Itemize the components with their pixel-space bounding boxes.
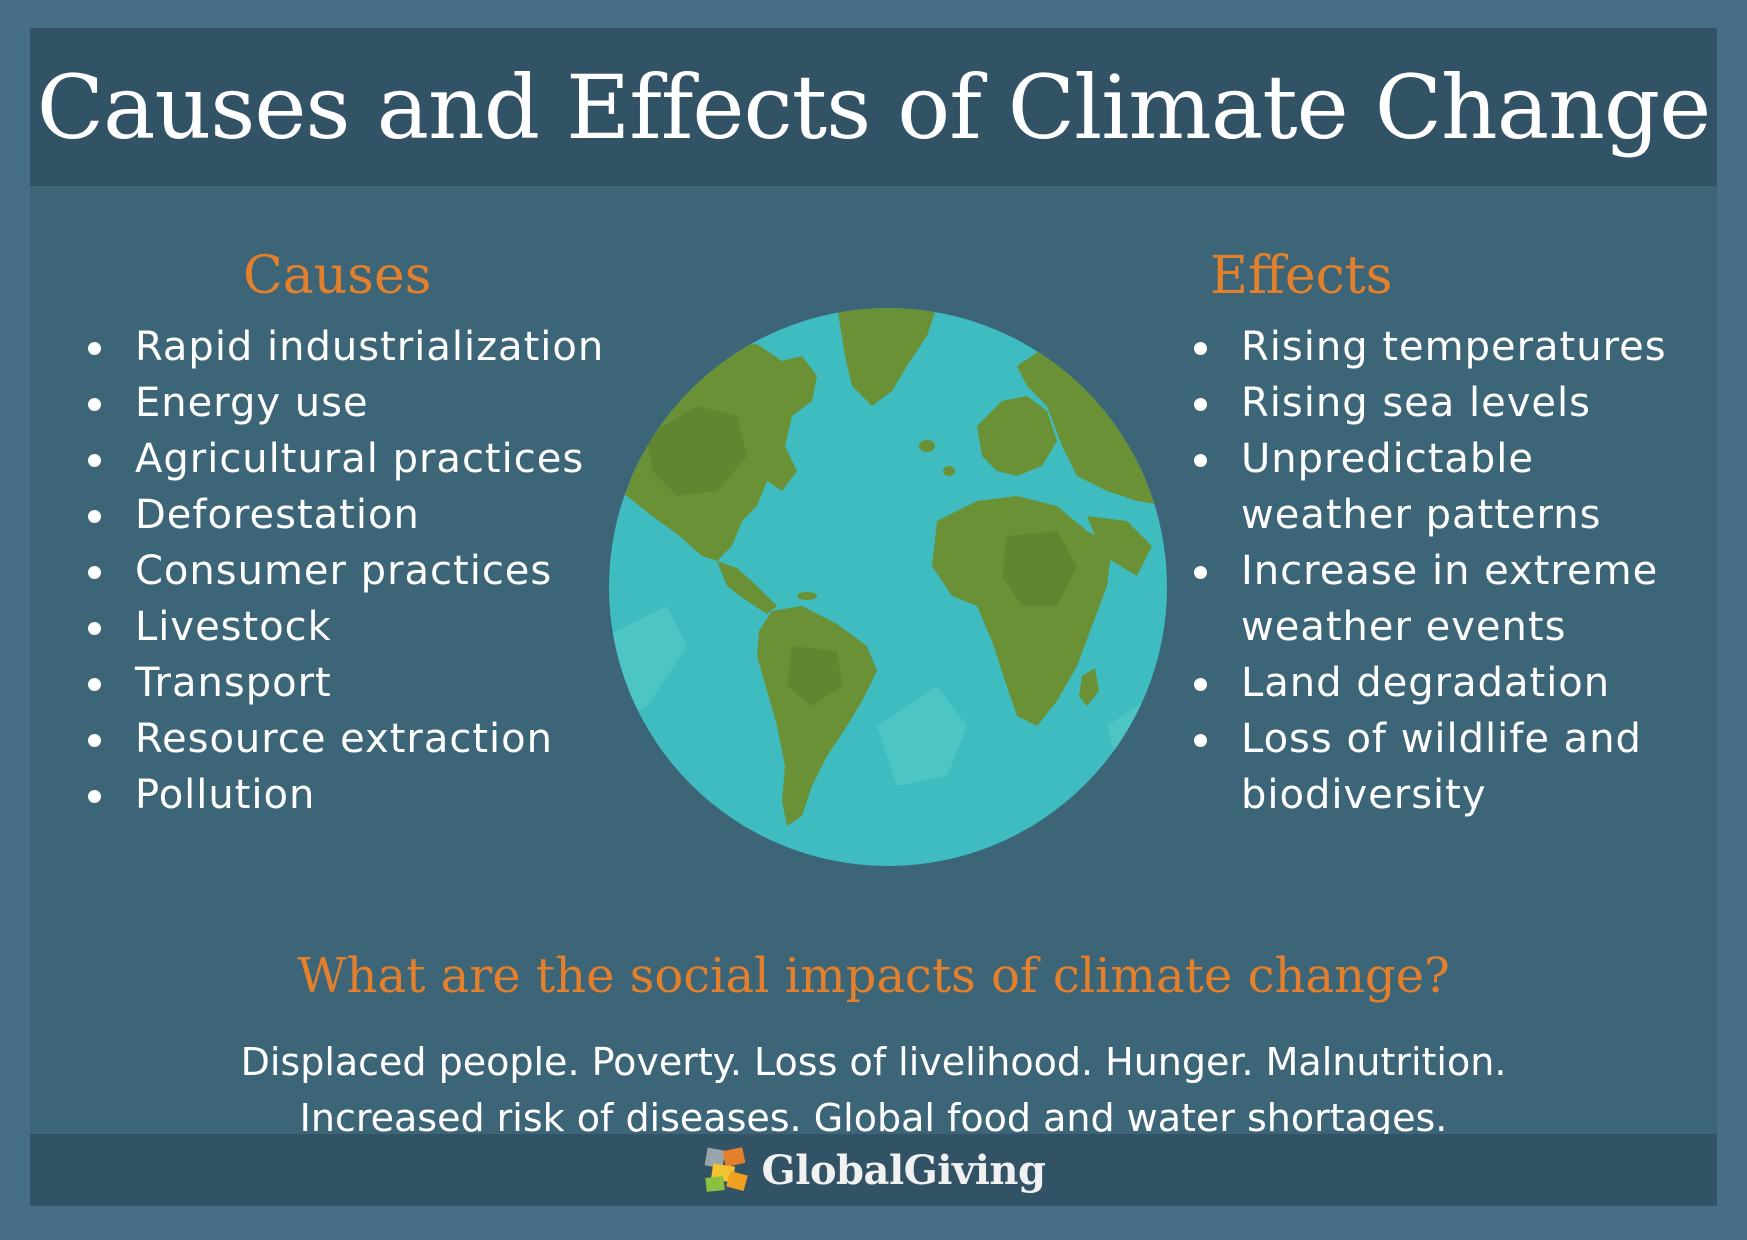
effect-item-text: Unpredictable weather patterns bbox=[1241, 436, 1602, 538]
social-impacts-line: Increased risk of diseases. Global food … bbox=[299, 1096, 1448, 1140]
cause-item: Energy use bbox=[82, 375, 604, 431]
cause-item: Agricultural practices bbox=[82, 431, 604, 487]
social-impacts-text: Displaced people. Poverty. Loss of livel… bbox=[30, 1034, 1717, 1146]
footer-bar: GlobalGiving bbox=[30, 1134, 1717, 1206]
globe-illustration bbox=[609, 308, 1167, 866]
title-bar: Causes and Effects of Climate Change bbox=[30, 28, 1717, 186]
effect-item: Rising temperatures bbox=[1188, 319, 1681, 375]
cause-item: Resource extraction bbox=[82, 711, 604, 767]
effect-item-text: Rising sea levels bbox=[1241, 380, 1591, 426]
effect-item-text: Land degradation bbox=[1241, 660, 1611, 706]
cause-item: Consumer practices bbox=[82, 543, 604, 599]
infographic-panel: Causes and Effects of Climate Change Cau… bbox=[30, 28, 1717, 1206]
causes-list: Rapid industrialization Energy use Agric… bbox=[82, 319, 604, 823]
effect-item: Loss of wildlife and biodiversity bbox=[1188, 711, 1671, 823]
effect-item-text: Increase in extreme weather events bbox=[1241, 548, 1659, 650]
causes-heading: Causes bbox=[243, 246, 432, 306]
effect-item: Rising sea levels bbox=[1188, 375, 1681, 431]
effect-item: Unpredictable weather patterns bbox=[1188, 431, 1661, 543]
page-title: Causes and Effects of Climate Change bbox=[36, 55, 1712, 159]
effects-heading: Effects bbox=[1210, 246, 1393, 306]
cause-item: Deforestation bbox=[82, 487, 604, 543]
social-impacts-line: Displaced people. Poverty. Loss of livel… bbox=[240, 1040, 1507, 1084]
effect-item-text: Loss of wildlife and biodiversity bbox=[1241, 716, 1642, 818]
cause-item: Rapid industrialization bbox=[82, 319, 604, 375]
globalgiving-brand: GlobalGiving bbox=[761, 1146, 1046, 1194]
cause-item: Transport bbox=[82, 655, 604, 711]
effect-item: Increase in extreme weather events bbox=[1188, 543, 1681, 655]
social-impacts-question: What are the social impacts of climate c… bbox=[297, 948, 1450, 1004]
effects-list: Rising temperatures Rising sea levels Un… bbox=[1188, 319, 1681, 823]
effect-item-text: Rising temperatures bbox=[1241, 324, 1667, 370]
cause-item: Livestock bbox=[82, 599, 604, 655]
cause-item: Pollution bbox=[82, 767, 604, 823]
effect-item: Land degradation bbox=[1188, 655, 1681, 711]
globalgiving-logo-icon bbox=[704, 1147, 748, 1192]
